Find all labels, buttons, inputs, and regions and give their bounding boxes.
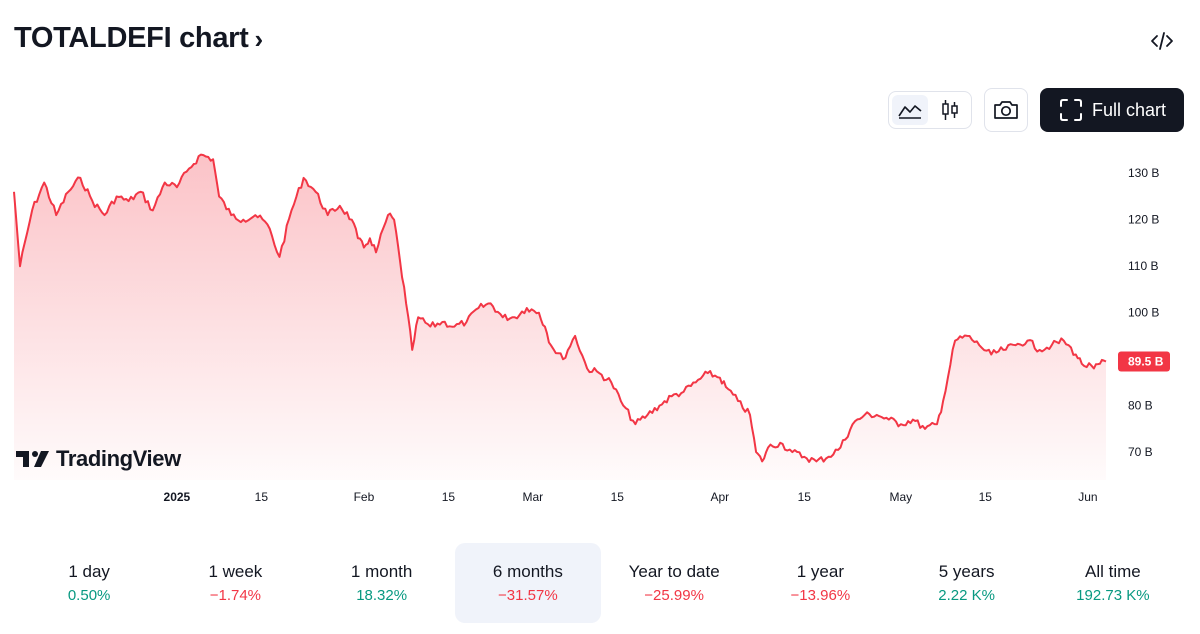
y-tick-label: 80 B <box>1128 399 1153 413</box>
chevron-right-icon: › <box>254 24 264 54</box>
period-label: 6 months <box>492 562 563 581</box>
period-label: 1 year <box>796 562 844 581</box>
period-1-year[interactable]: 1 year −13.96% <box>747 543 893 623</box>
y-tick-label: 70 B <box>1128 445 1153 459</box>
x-tick-label: Jun <box>1078 490 1097 504</box>
period-selector: 1 day 0.50% 1 week −1.74% 1 month 18.32% 6 mon… <box>16 543 1186 623</box>
y-axis: 130 B 120 B 110 B 100 B 80 B 70 B <box>1128 166 1159 459</box>
period-6-months[interactable]: 6 months −31.57% <box>454 543 601 623</box>
period-label: 5 years <box>938 562 995 581</box>
x-tick-label: 15 <box>442 490 456 504</box>
period-change: −25.99% <box>644 587 704 604</box>
period-1-day[interactable]: 1 day 0.50% <box>16 543 162 623</box>
tradingview-logo-text: TradingView <box>56 446 181 471</box>
x-tick-label: 15 <box>979 490 993 504</box>
period-change: 2.22 K% <box>938 587 995 604</box>
x-axis: 2025 15 Feb 15 Mar 15 Apr 15 May 15 Jun <box>164 490 1098 504</box>
period-label: All time <box>1085 562 1141 581</box>
full-chart-label: Full chart <box>1091 99 1166 120</box>
area-chart-icon <box>898 105 922 119</box>
candlestick-icon <box>942 100 958 120</box>
tradingview-logo-icon <box>16 451 49 467</box>
period-1-month[interactable]: 1 month 18.32% <box>309 543 455 623</box>
price-area-fill <box>14 154 1106 480</box>
last-price-badge: 89.5 B <box>1118 351 1170 372</box>
x-tick-label: 15 <box>255 490 269 504</box>
period-change: −31.57% <box>498 587 558 604</box>
chart-title-link[interactable]: TOTALDEFI chart › <box>14 22 263 55</box>
fullscreen-icon <box>1059 99 1082 121</box>
period-label: Year to date <box>628 562 720 581</box>
last-price-badge-bg <box>1118 351 1170 372</box>
price-line <box>13 153 1107 463</box>
period-all-time[interactable]: All time 192.73 K% <box>1040 543 1186 623</box>
x-tick-label: 2025 <box>164 490 191 504</box>
code-icon <box>1151 32 1173 50</box>
y-tick-label: 110 B <box>1128 259 1158 273</box>
y-tick-label: 100 B <box>1128 306 1159 320</box>
period-change: −13.96% <box>790 587 851 604</box>
last-price-label: 89.5 B <box>1128 354 1164 368</box>
x-tick-label: Apr <box>711 490 730 504</box>
period-label: 1 day <box>68 562 110 581</box>
period-year-to-date[interactable]: Year to date −25.99% <box>601 543 747 623</box>
period-change: 0.50% <box>67 587 111 604</box>
period-label: 1 month <box>350 562 413 581</box>
snapshot-button[interactable] <box>983 88 1028 132</box>
period-label: 1 week <box>208 562 263 581</box>
y-tick-label: 130 B <box>1128 166 1159 180</box>
x-tick-label: May <box>890 490 913 504</box>
period-5-years[interactable]: 5 years 2.22 K% <box>894 543 1040 623</box>
y-tick-label: 120 B <box>1128 213 1159 227</box>
area-style-button[interactable] <box>891 95 928 125</box>
candlestick-style-button[interactable] <box>932 95 968 125</box>
price-chart[interactable]: 130 B 120 B 110 B 100 B 80 B 70 B 2025 15 Feb 15… <box>0 150 1200 520</box>
x-tick-label: Feb <box>354 490 375 504</box>
period-1-week[interactable]: 1 week −1.74% <box>162 543 308 623</box>
tradingview-logo: TradingView <box>16 446 181 472</box>
page-title: TOTALDEFI chart <box>14 22 249 54</box>
x-tick-label: Mar <box>522 490 543 504</box>
embed-code-button[interactable] <box>1148 28 1176 54</box>
camera-icon <box>994 101 1018 119</box>
period-change: −1.74% <box>209 587 262 604</box>
chart-toolbar: Full chart <box>887 88 1184 132</box>
x-tick-label: 15 <box>611 490 625 504</box>
chart-style-toggle <box>887 91 972 129</box>
full-chart-button[interactable]: Full chart <box>1039 88 1184 132</box>
x-tick-label: 15 <box>798 490 812 504</box>
period-change: 18.32% <box>356 587 408 604</box>
period-change: 192.73 K% <box>1076 587 1150 604</box>
